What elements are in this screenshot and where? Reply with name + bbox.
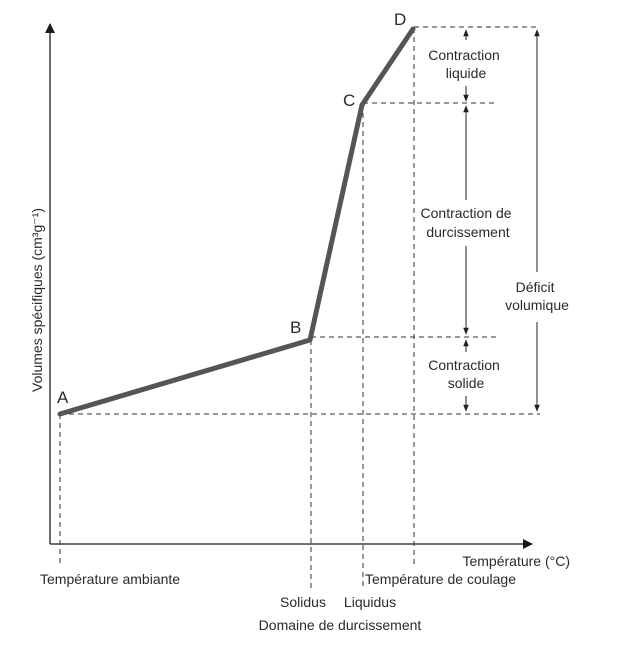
- solid-contraction-line-2: solide: [448, 375, 485, 391]
- solid-contraction-line-1: Contraction: [428, 357, 500, 373]
- hardening-contraction-label: Contraction de durcissement: [421, 205, 516, 240]
- volume-deficit-line-1: Déficit: [516, 279, 555, 295]
- point-a-label: A: [57, 388, 69, 407]
- liquid-contraction-label: Contraction liquide: [428, 47, 503, 81]
- ambient-temperature-label: Température ambiante: [40, 571, 180, 587]
- casting-temperature-label: Température de coulage: [365, 571, 516, 587]
- point-c-label: C: [343, 91, 355, 110]
- hardening-contraction-line-1: Contraction de: [421, 205, 512, 221]
- hardening-contraction-line-2: durcissement: [426, 224, 509, 240]
- volume-deficit-label: Déficit volumique: [505, 279, 569, 313]
- point-d-label: D: [394, 10, 406, 29]
- liquid-contraction-line-2: liquide: [446, 65, 487, 81]
- liquid-contraction-line-1: Contraction: [428, 47, 500, 63]
- solid-contraction-label: Contraction solide: [428, 357, 503, 391]
- hardening-range-label: Domaine de durcissement: [259, 617, 422, 633]
- solidus-label: Solidus: [280, 594, 326, 610]
- x-axis-title: Température (°C): [462, 553, 570, 569]
- volume-curve: [57, 26, 416, 417]
- liquidus-label: Liquidus: [344, 594, 396, 610]
- point-b-label: B: [290, 318, 301, 337]
- y-axis-title: Volumes spécifiques (cm³g⁻¹): [29, 208, 45, 392]
- volume-deficit-line-2: volumique: [505, 297, 569, 313]
